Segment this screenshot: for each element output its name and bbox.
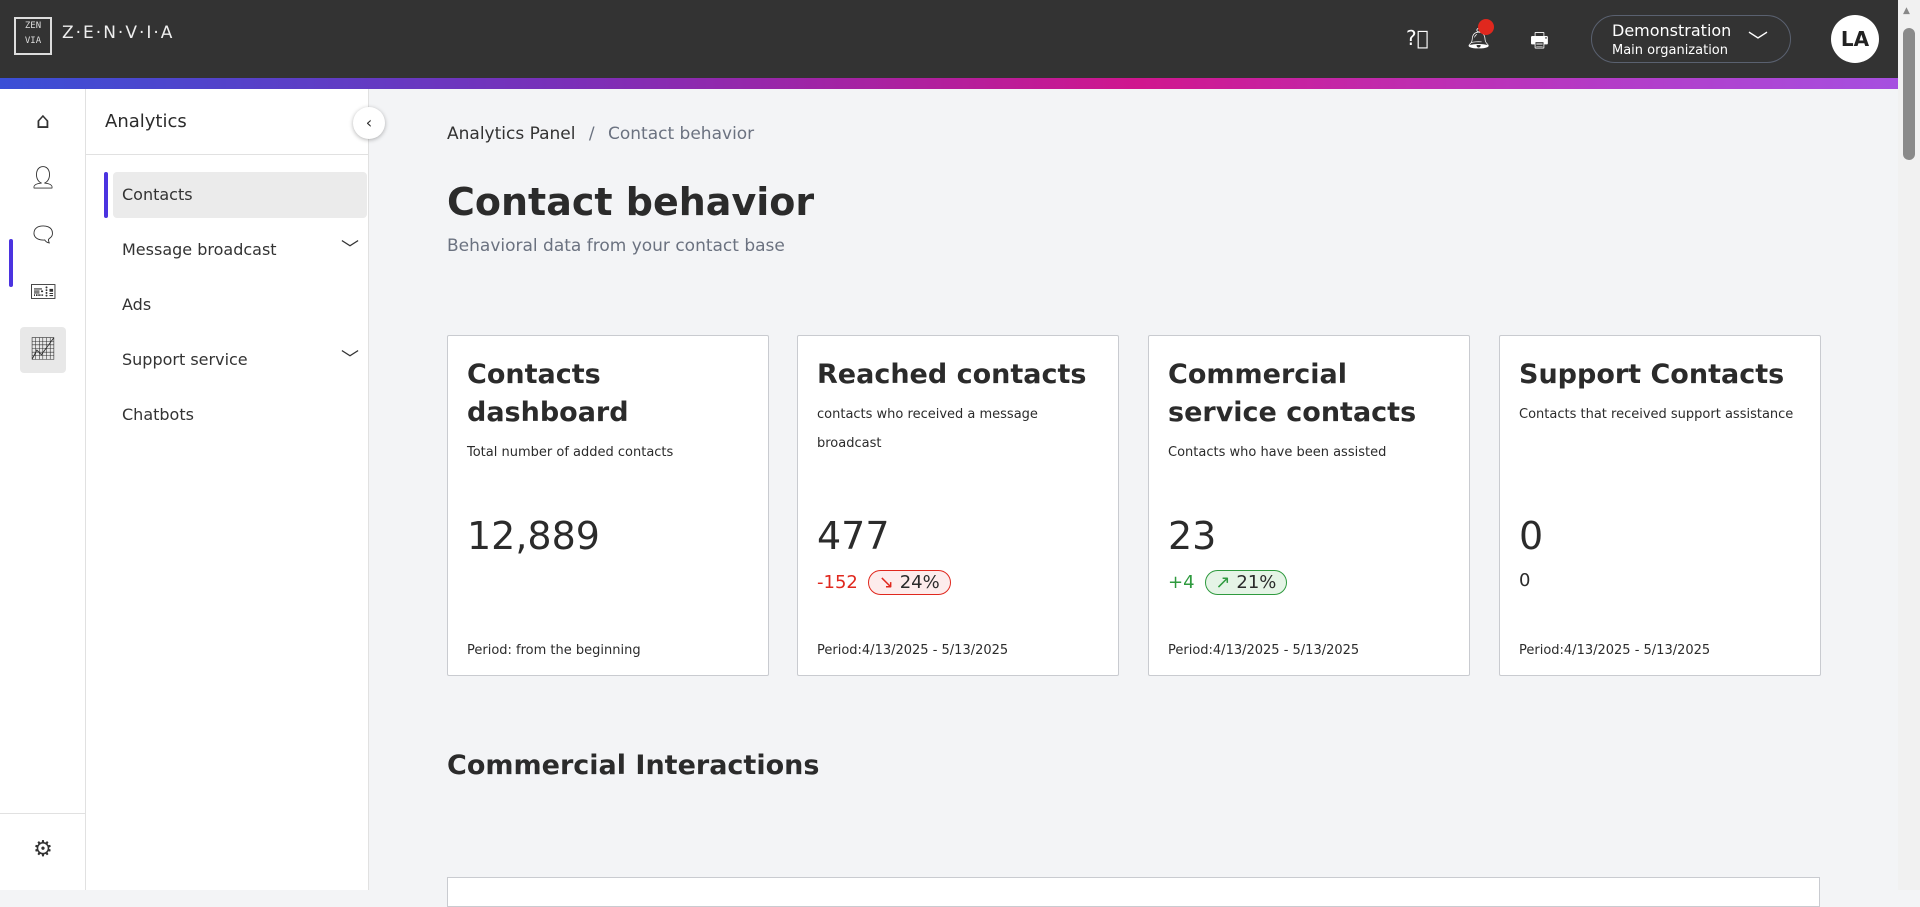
trend-badge: ↗ 21% <box>1204 570 1288 595</box>
card-value: 0 <box>1519 514 1544 558</box>
sidebar-item-message-broadcast[interactable]: Message broadcast ﹀ <box>113 227 367 273</box>
arrow-down-right-icon: ↘ <box>878 572 894 593</box>
analytics-icon[interactable]: 📈︎ <box>20 327 66 373</box>
gear-icon[interactable]: ⚙ <box>33 837 53 862</box>
avatar[interactable]: LA <box>1831 15 1879 63</box>
card-reached-contacts: Reached contacts contacts who received a… <box>797 335 1119 676</box>
card-description: Total number of added contacts <box>467 445 674 460</box>
chevron-down-icon: ﹀ <box>341 239 359 260</box>
arrow-up-right-icon: ↗ <box>1215 572 1231 593</box>
card-contacts-dashboard: Contacts dashboard Total number of added… <box>447 335 769 676</box>
brand-name: Z·E·N·V·I·A <box>62 23 175 43</box>
home-icon[interactable]: ⌂ <box>36 109 50 134</box>
sidebar-item-ads[interactable]: Ads <box>122 295 152 314</box>
breadcrumb-parent[interactable]: Analytics Panel <box>447 124 576 144</box>
card-title: Support Contacts <box>1519 359 1785 390</box>
card-delta: 0 <box>1519 570 1531 591</box>
card-title: Commercial service contacts <box>1168 359 1417 428</box>
sidebar-item-chatbots[interactable]: Chatbots <box>122 405 194 424</box>
collapse-sidebar-button[interactable]: ‹ <box>353 107 385 139</box>
ticket-icon[interactable]: 🎫︎ <box>29 280 57 305</box>
card-description: Contacts that received support assistanc… <box>1519 407 1794 422</box>
analytics-sidebar: Analytics Contacts Message broadcast ﹀ Ad… <box>86 89 369 890</box>
sidebar-item-support-service[interactable]: Support service ﹀ <box>113 337 367 383</box>
brand-gradient-bar <box>0 78 1898 89</box>
page-subtitle: Behavioral data from your contact base <box>447 236 785 256</box>
card-title: Contacts dashboard <box>467 359 629 428</box>
zenvia-logo[interactable]: ZEN VIA <box>14 17 52 55</box>
card-period: Period:4/13/2025 - 5/13/2025 <box>1519 643 1711 658</box>
breadcrumb: Analytics Panel / Contact behavior <box>447 124 755 144</box>
chevron-down-icon: ﹀ <box>341 349 359 370</box>
card-period: Period:4/13/2025 - 5/13/2025 <box>817 643 1009 658</box>
notification-dot <box>1478 19 1494 35</box>
card-support-contacts: Support Contacts Contacts that received … <box>1499 335 1821 676</box>
icon-rail: ⌂ 👤︎ 🗨︎ 🎫︎ 📈︎ ⚙ <box>0 89 86 890</box>
sidebar-title: Analytics <box>86 89 368 155</box>
chevron-down-icon: ﹀ <box>1748 29 1768 53</box>
card-value: 477 <box>817 514 890 558</box>
card-value: 12,889 <box>467 514 600 558</box>
trend-badge: ↘ 24% <box>867 570 951 595</box>
card-description: Contacts who have been assisted <box>1168 445 1387 460</box>
org-sub: Main organization <box>1612 43 1728 58</box>
card-delta: +4 <box>1168 572 1195 593</box>
page-title: Contact behavior <box>447 180 815 224</box>
card-period: Period: from the beginning <box>467 643 641 658</box>
card-commercial-service-contacts: Commercial service contacts Contacts who… <box>1148 335 1470 676</box>
chat-icon[interactable]: 🗨︎ <box>29 223 57 248</box>
commercial-interactions-panel <box>447 877 1820 907</box>
breadcrumb-current: Contact behavior <box>608 124 755 144</box>
active-indicator <box>9 239 13 287</box>
card-description: contacts who received a message broadcas… <box>817 407 1038 451</box>
card-value: 23 <box>1168 514 1217 558</box>
top-bar: ZEN VIA Z·E·N·V·I·A ?⃝ 🔔︎ 🖶︎ Demonstratio… <box>0 0 1898 78</box>
user-icon[interactable]: 👤︎ <box>29 166 57 191</box>
card-delta: -152 <box>817 572 858 593</box>
help-icon[interactable]: ?⃝ <box>1406 26 1429 50</box>
scrollbar[interactable]: ▲ <box>1898 0 1920 890</box>
sidebar-active-indicator <box>104 172 108 218</box>
inbox-icon[interactable]: 🖶︎ <box>1530 28 1549 52</box>
sidebar-item-contacts[interactable]: Contacts <box>113 172 367 218</box>
organization-selector[interactable]: Demonstration Main organization ﹀ <box>1591 15 1791 63</box>
card-period: Period:4/13/2025 - 5/13/2025 <box>1168 643 1360 658</box>
org-name: Demonstration <box>1612 21 1732 40</box>
section-title: Commercial Interactions <box>447 750 820 781</box>
card-title: Reached contacts <box>817 359 1087 390</box>
